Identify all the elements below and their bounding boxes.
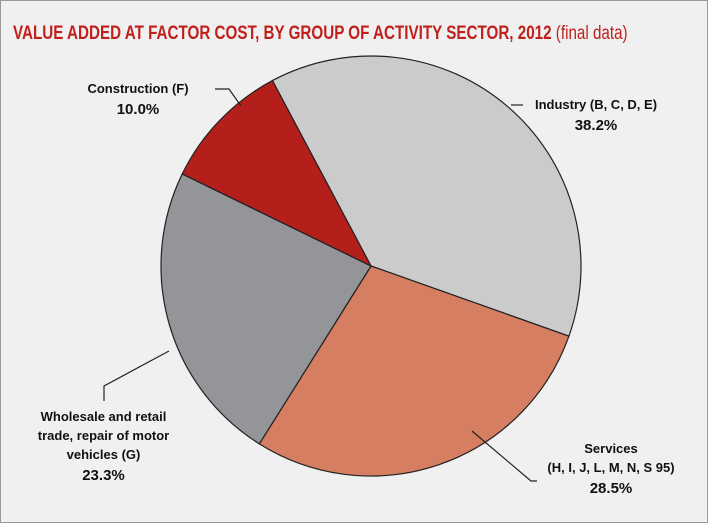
leader-line <box>471 430 537 482</box>
pie-slice <box>160 173 372 445</box>
slice-label: Wholesale and retail trade, repair of mo… <box>11 407 196 485</box>
slice-label: Construction (F) 10.0% <box>63 79 213 119</box>
leader-line <box>103 350 170 401</box>
chart-title: VALUE ADDED AT FACTOR COST, BY GROUP OF … <box>13 23 552 44</box>
value-label: 38.2% <box>574 117 618 134</box>
category-label: Wholesale and retail trade, repair of mo… <box>37 409 170 462</box>
pie-slice <box>271 55 582 337</box>
category-label: Industry (B, C, D, E) <box>534 97 658 112</box>
value-label: 28.5% <box>589 480 633 497</box>
slice-label: Industry (B, C, D, E) 38.2% <box>521 95 671 135</box>
leader-line <box>215 88 242 107</box>
value-label: 23.3% <box>82 467 125 484</box>
pie-slice <box>258 265 570 477</box>
category-label: Services (H, I, J, L, M, N, S 95) <box>547 441 675 475</box>
pie-slice <box>181 79 373 268</box>
slice-label: Services (H, I, J, L, M, N, S 95) 28.5% <box>531 439 691 498</box>
title-block: VALUE ADDED AT FACTOR COST, BY GROUP OF … <box>13 23 628 45</box>
value-label: 10.0% <box>116 101 160 118</box>
chart-subtitle: (final data) <box>555 23 628 44</box>
category-label: Construction (F) <box>87 81 189 96</box>
